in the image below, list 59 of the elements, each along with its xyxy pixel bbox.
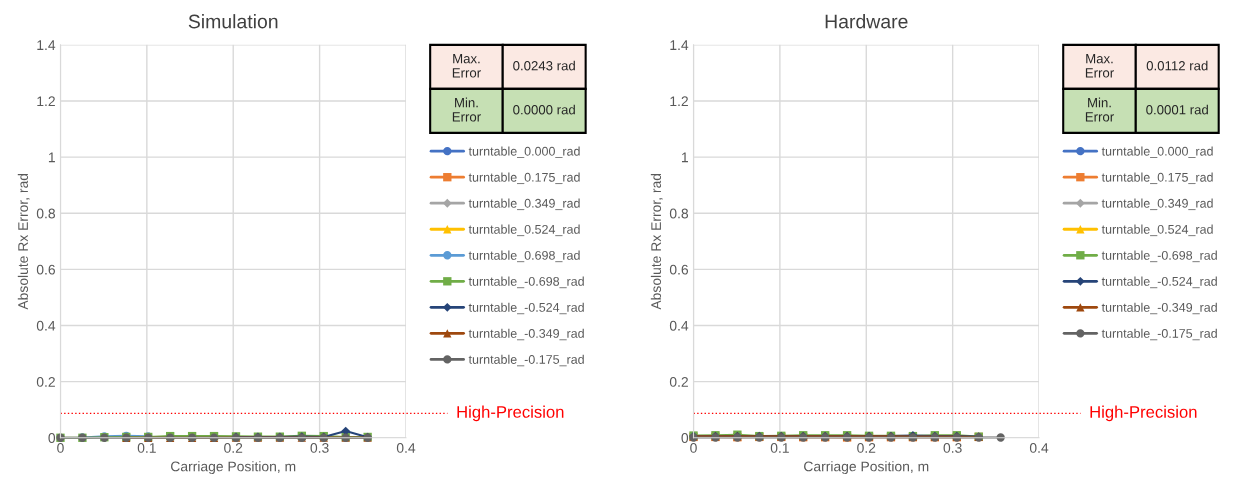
text: Min. Error <box>1085 97 1114 122</box>
legend-label: turntable_-0.175_rad <box>468 354 584 367</box>
x-tick-label: 0 <box>690 443 697 453</box>
legend-label: turntable_0.000_rad <box>468 146 580 159</box>
y-tick-label: 0.4 <box>669 320 689 331</box>
y-tick-label: 0.6 <box>669 264 689 275</box>
legend-label: turntable_-0.524_rad <box>1101 276 1217 289</box>
y-tick-label: 1 <box>681 152 688 163</box>
legend-label: turntable_-0.349_rad <box>1101 302 1217 315</box>
legend-label: turntable_0.175_rad <box>468 172 580 185</box>
x-tick-label: 0.3 <box>310 443 329 453</box>
text: 0.0243 rad <box>513 60 575 71</box>
legend-label: turntable_-0.698_rad <box>1101 250 1217 263</box>
legend-label: turntable_0.349_rad <box>1101 198 1213 211</box>
x-axis-title: Carriage Position, m <box>804 461 929 475</box>
y-tick-label: 0.8 <box>36 208 55 219</box>
text: Max. Error <box>1085 54 1114 78</box>
y-tick-label: 1.2 <box>670 96 688 107</box>
legend-label: turntable_0.175_rad <box>1101 172 1213 185</box>
y-axis-title: Absolute Rx Error, rad <box>650 173 663 310</box>
x-tick-label: 0.1 <box>770 443 789 453</box>
x-tick-label: 0.4 <box>396 443 416 453</box>
text: Max. Error <box>452 54 481 78</box>
legend-label: turntable_0.524_rad <box>1101 224 1213 237</box>
y-axis-title: Absolute Rx Error, rad <box>17 173 30 310</box>
legend-label: turntable_-0.698_rad <box>468 276 584 289</box>
chart-title: Hardware <box>825 14 908 29</box>
y-tick-label: 1.4 <box>37 40 56 50</box>
legend-label: turntable_0.698_rad <box>468 250 580 263</box>
ref-line-label: High-Precision <box>1090 405 1197 422</box>
y-tick-label: 0.2 <box>669 376 688 387</box>
text: Min. Error <box>452 97 481 122</box>
y-tick-label: 0 <box>681 433 689 443</box>
x-tick-label: 0.2 <box>224 443 243 453</box>
y-tick-label: 0 <box>48 433 56 443</box>
chart-title: Simulation <box>188 14 278 29</box>
y-tick-label: 1 <box>48 152 55 163</box>
y-tick-label: 0.6 <box>36 264 55 275</box>
x-tick-label: 0.4 <box>1029 443 1049 453</box>
x-axis-title: Carriage Position, m <box>171 461 296 475</box>
legend-label: turntable_-0.175_rad <box>1101 328 1217 341</box>
legend-label: turntable_0.524_rad <box>468 224 580 237</box>
y-tick-label: 0.8 <box>669 208 689 219</box>
y-tick-label: 1.2 <box>37 96 55 107</box>
legend-label: turntable_-0.524_rad <box>468 302 584 315</box>
y-tick-label: 0.2 <box>36 376 55 387</box>
y-tick-label: 1.4 <box>670 40 689 50</box>
y-tick-label: 0.4 <box>36 320 56 331</box>
x-tick-label: 0.2 <box>857 443 876 453</box>
x-tick-label: 0 <box>57 443 64 453</box>
x-tick-label: 0.3 <box>943 443 962 453</box>
ref-line-label: High-Precision <box>457 405 564 422</box>
x-tick-label: 0.1 <box>137 443 156 453</box>
legend-label: turntable_0.000_rad <box>1101 146 1213 159</box>
text: 0.0112 rad <box>1146 60 1208 71</box>
legend-label: turntable_-0.349_rad <box>468 328 584 341</box>
legend-label: turntable_0.349_rad <box>468 198 580 211</box>
text: 0.0000 rad <box>513 104 575 115</box>
text: 0.0001 rad <box>1146 104 1208 115</box>
